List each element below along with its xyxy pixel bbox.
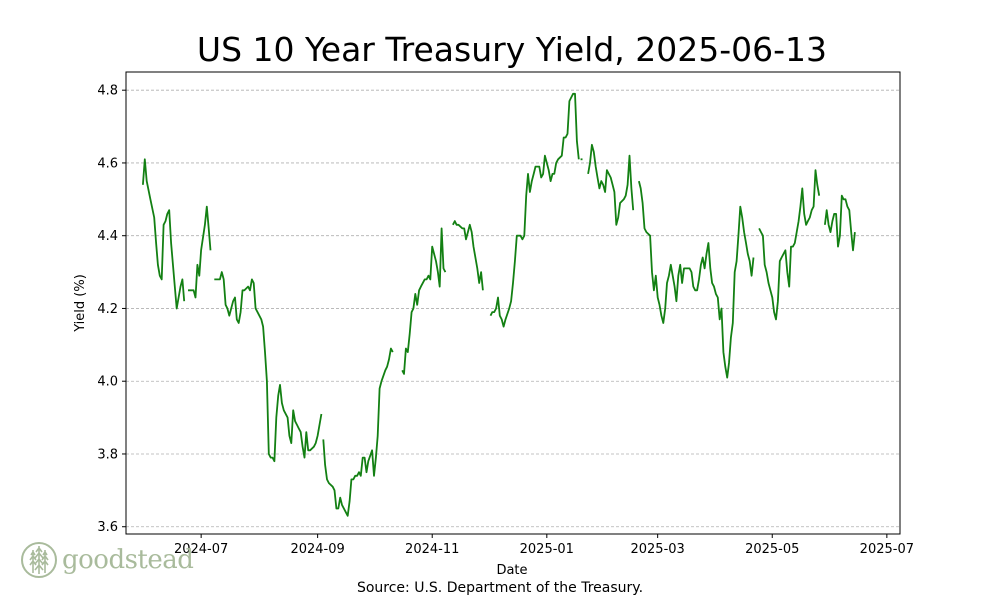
series-line-segment <box>214 271 323 463</box>
series-line-segment <box>452 220 484 291</box>
x-tick-label: 2025-05 <box>745 542 799 557</box>
y-tick-label: 4.2 <box>97 302 118 317</box>
brand-name: goodstead <box>62 545 194 575</box>
chart-title: US 10 Year Treasury Yield, 2025-06-13 <box>196 30 828 69</box>
x-tick-label: 2024-07 <box>174 542 228 557</box>
y-tick-label: 3.6 <box>97 520 118 535</box>
source-note: Source: U.S. Department of the Treasury. <box>356 580 644 596</box>
yield-series <box>142 92 856 517</box>
x-tick-label: 2024-11 <box>405 542 459 557</box>
plot-frame <box>125 71 901 535</box>
grid-lines <box>126 89 900 528</box>
series-line-segment <box>188 205 212 299</box>
series-line-segment <box>758 169 821 321</box>
series-line-segment <box>824 194 856 252</box>
y-tick-label: 3.8 <box>97 447 118 462</box>
y-tick-label: 4.6 <box>97 156 118 171</box>
series-line-segment <box>638 180 755 379</box>
series-line-segment <box>322 347 394 517</box>
y-axis: 3.6 3.8 4.0 4.2 4.4 4.6 4.8 <box>97 84 126 535</box>
y-tick-label: 4.8 <box>97 84 118 99</box>
series-line-segment <box>489 92 580 328</box>
series-line-segment <box>401 227 447 375</box>
y-tick-label: 4.0 <box>97 375 118 390</box>
x-tick-label: 2025-01 <box>520 542 574 557</box>
x-tick-label: 2025-03 <box>630 542 684 557</box>
x-tick-label: 2025-07 <box>860 542 914 557</box>
brand-logo: goodstead <box>20 540 194 580</box>
series-line-segment <box>142 158 186 310</box>
x-axis: 2024-07 2024-09 2024-11 2025-01 2025-03 2025-… <box>174 534 914 557</box>
x-axis-label: Date <box>496 563 527 578</box>
x-tick-label: 2024-09 <box>290 542 344 557</box>
y-axis-label: Yield (%) <box>73 274 88 333</box>
series-line-segment <box>587 143 635 226</box>
y-tick-label: 4.4 <box>97 229 118 244</box>
tree-icon <box>21 542 57 578</box>
